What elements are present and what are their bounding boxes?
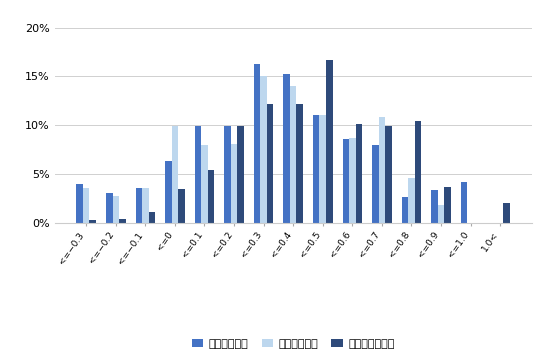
Bar (208, 170, 214, 223)
Bar (408, 178, 415, 223)
Bar (106, 194, 112, 223)
Bar (172, 126, 178, 223)
Bar (165, 161, 172, 223)
Bar (83, 188, 89, 223)
Bar (77, 183, 83, 223)
Bar (290, 86, 296, 223)
Bar (342, 139, 349, 223)
Bar (444, 187, 451, 223)
Bar (237, 126, 244, 223)
Bar (135, 188, 142, 223)
Bar (385, 126, 392, 223)
Bar (231, 144, 237, 223)
Bar (178, 190, 185, 223)
Bar (283, 74, 290, 223)
Bar (349, 138, 356, 223)
Bar (326, 60, 333, 223)
Bar (254, 64, 260, 223)
Bar (260, 76, 267, 223)
Bar (356, 124, 362, 223)
Bar (313, 115, 319, 223)
Bar (201, 145, 208, 223)
Bar (267, 104, 273, 223)
Bar (438, 205, 444, 223)
Bar (195, 126, 201, 223)
Bar (112, 196, 119, 223)
Bar (461, 182, 467, 223)
Bar (224, 126, 231, 223)
Bar (296, 104, 303, 223)
Bar (415, 121, 421, 223)
Bar (119, 219, 125, 223)
Bar (379, 117, 385, 223)
Bar (402, 197, 408, 223)
Bar (504, 203, 510, 223)
Legend: 関連トピック, 重複トピック, その他トピック: 関連トピック, 重複トピック, その他トピック (187, 335, 399, 354)
Bar (431, 190, 438, 223)
Bar (149, 212, 155, 223)
Bar (319, 115, 326, 223)
Bar (372, 145, 379, 223)
Bar (89, 220, 96, 223)
Bar (142, 187, 149, 223)
